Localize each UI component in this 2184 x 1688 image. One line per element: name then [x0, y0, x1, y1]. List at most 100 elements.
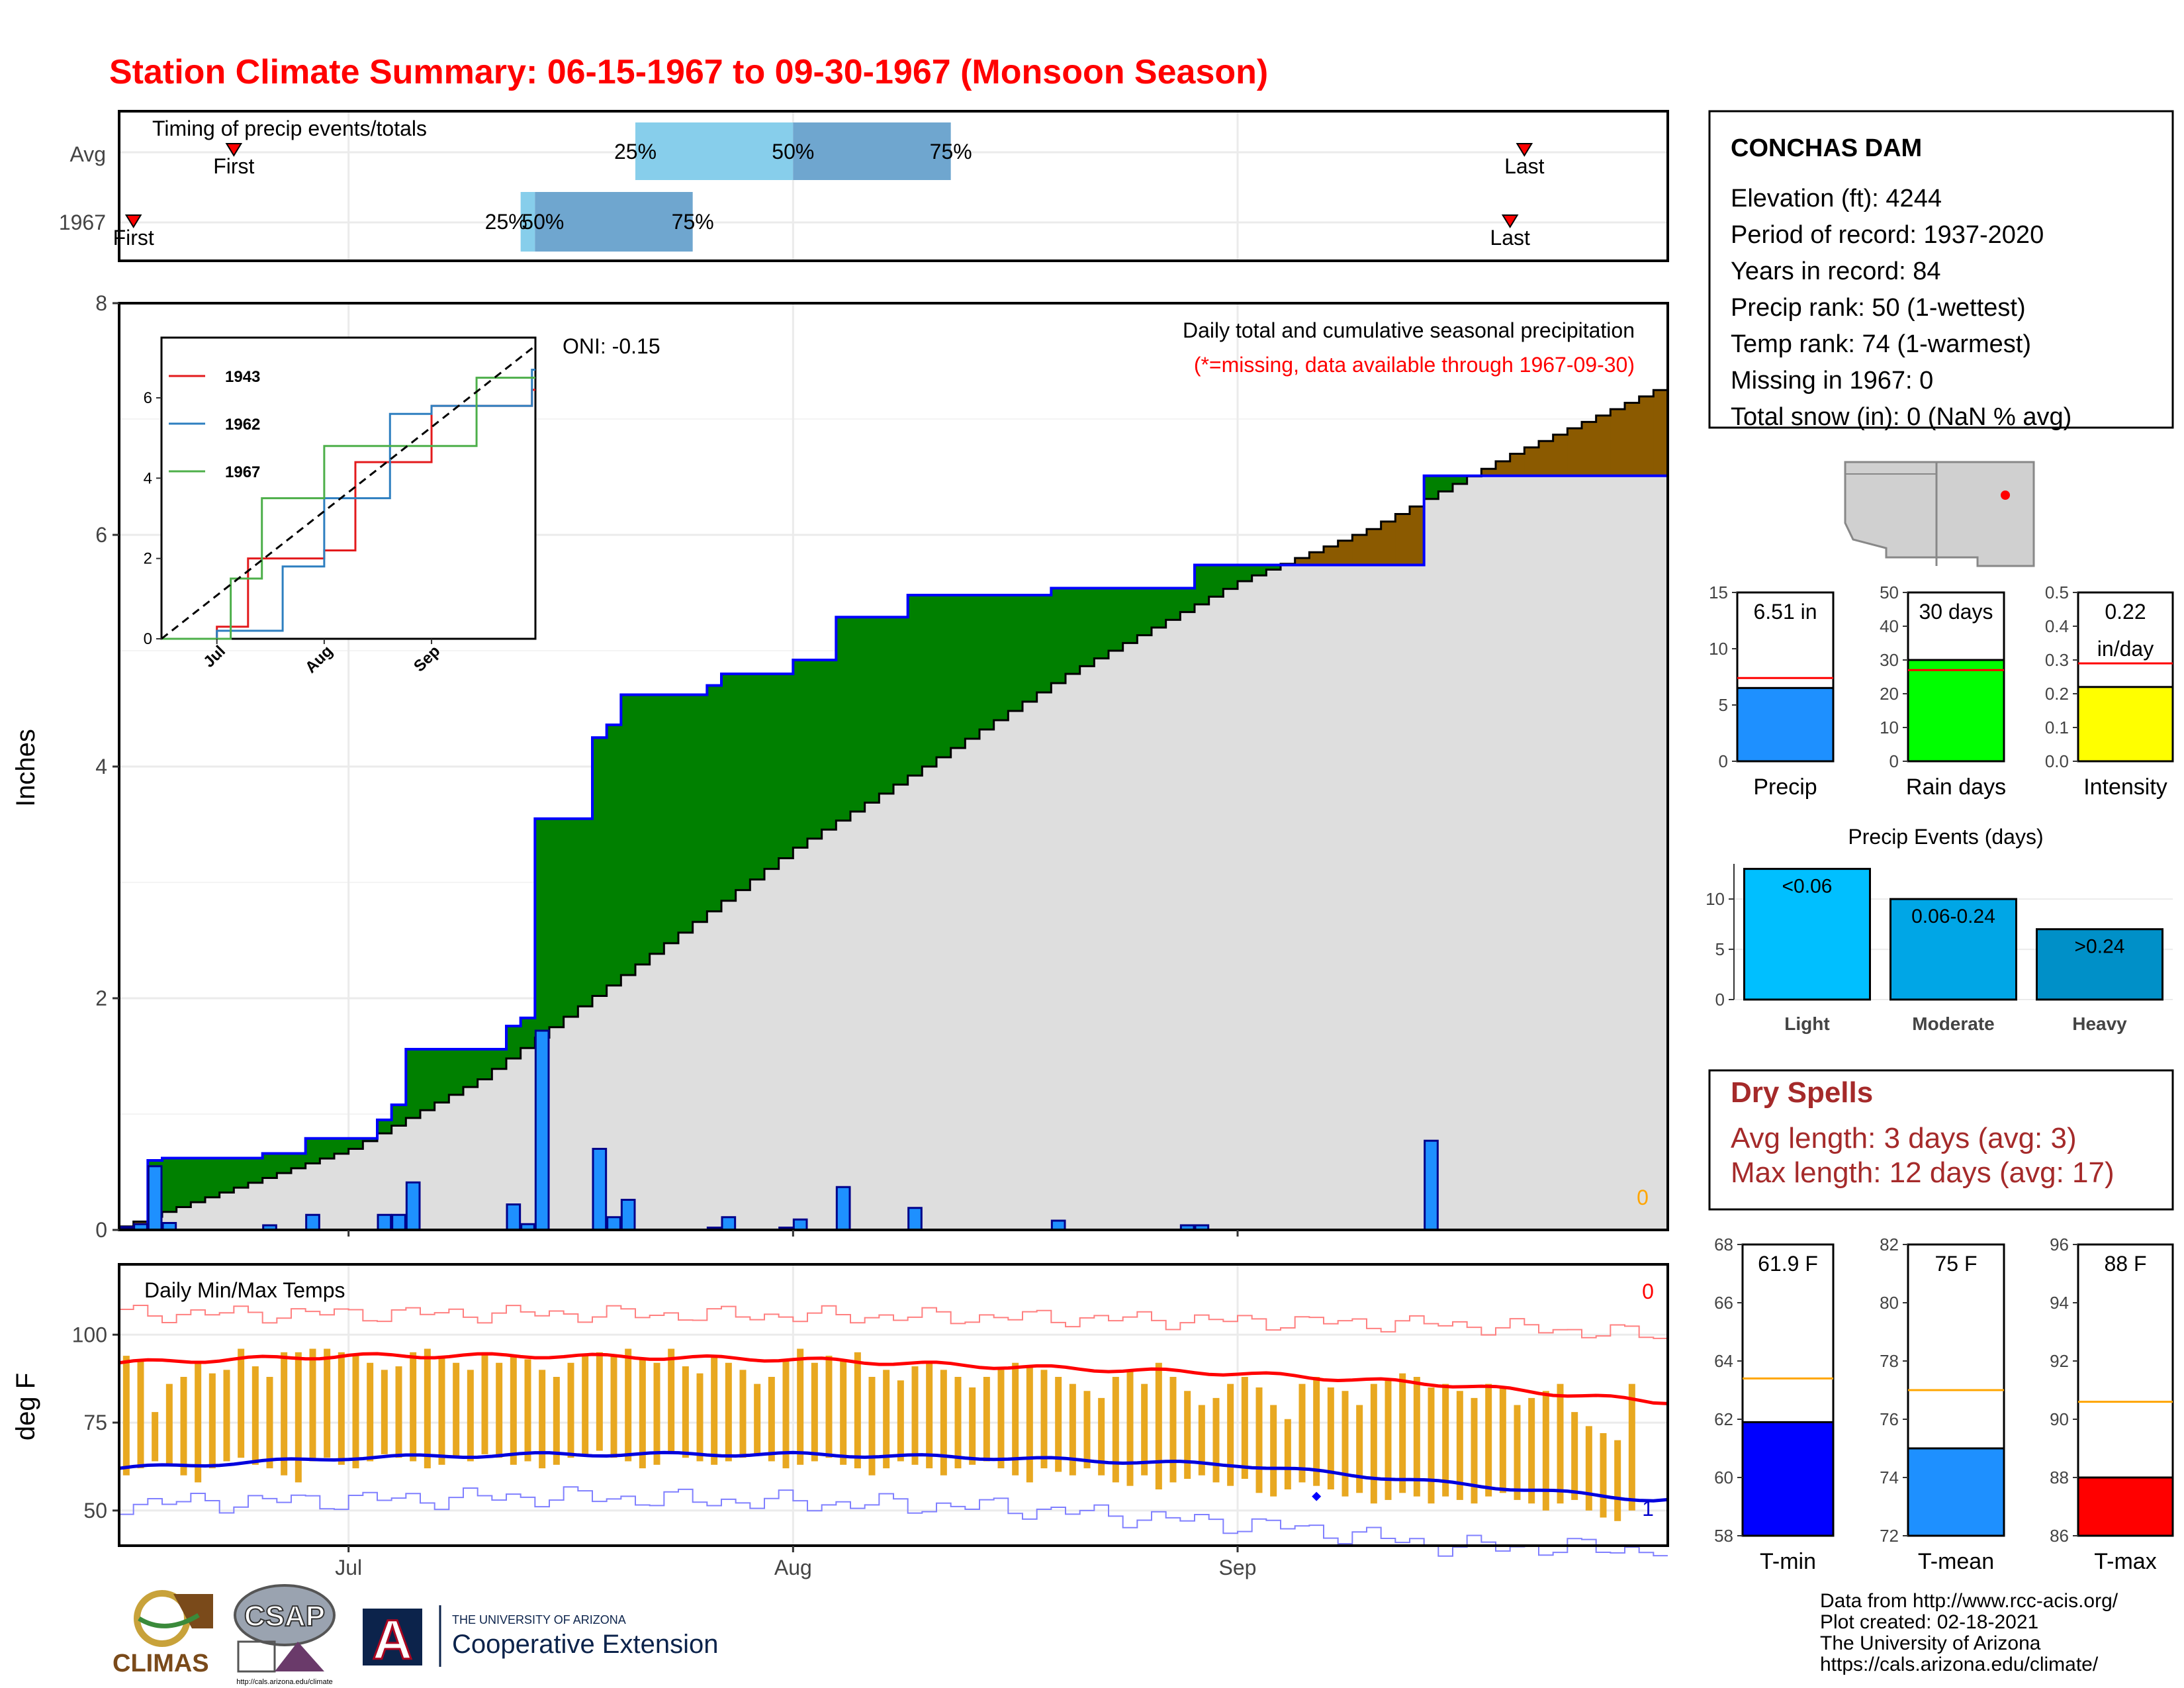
above-average-fill — [1066, 588, 1081, 674]
events-bar — [2036, 928, 2163, 1001]
timing-p25-label: 25% — [485, 210, 527, 234]
daily-temp-bar — [969, 1387, 976, 1465]
daily-temp-bar — [1026, 1366, 1033, 1483]
temp-summary-2-title: T-max — [2094, 1549, 2156, 1574]
daily-temp-bar — [238, 1348, 245, 1458]
daily-temp-bar — [1270, 1405, 1277, 1497]
daily-precip-bar — [792, 1218, 808, 1231]
daily-temp-bar — [122, 1356, 130, 1476]
above-average-fill — [1051, 588, 1066, 683]
temp-summary-1-y-tick-label: 72 — [1880, 1526, 1899, 1546]
inset-legend-label: 1943 — [225, 368, 260, 386]
temp-summary-bars: 58 60 62 64 66 68 61.9 F T-min 72 74 76 78 80 82 75 F T… — [1714, 1235, 2174, 1574]
above-average-fill — [1079, 588, 1095, 667]
dry-spells-max: Max length: 12 days (avg: 17) — [1731, 1156, 2115, 1189]
temp-header: Daily Min/Max Temps — [144, 1278, 345, 1302]
daily-temp-bar — [453, 1362, 460, 1458]
daily-temp-bar — [940, 1370, 947, 1476]
temp-summary-1-bar — [1907, 1447, 2005, 1537]
below-average-fill — [1539, 441, 1554, 476]
above-average-fill — [850, 617, 866, 812]
daily-temp-bar — [1284, 1419, 1291, 1489]
below-average-fill — [1410, 506, 1425, 565]
summary-2-bar — [2077, 686, 2174, 763]
temp-summary-2-y-tick-label: 88 — [2050, 1468, 2069, 1487]
ua-line-2: Cooperative Extension — [452, 1630, 718, 1659]
above-average-fill — [506, 1026, 522, 1058]
above-average-fill — [936, 595, 952, 757]
below-average-fill — [1567, 428, 1582, 476]
station-line-7: Total snow (in): 0 (NaN % avg) — [1731, 403, 2071, 431]
daily-temp-bar — [1083, 1391, 1091, 1469]
daily-temp-bar — [682, 1366, 689, 1458]
daily-precip-bar — [835, 1186, 851, 1231]
timing-bar-50-75 — [793, 122, 951, 180]
daily-temp-bar — [567, 1362, 574, 1458]
daily-temp-bar — [596, 1352, 603, 1451]
above-average-fill — [807, 660, 823, 839]
daily-temp-bar — [1098, 1397, 1105, 1476]
daily-temp-bar — [1126, 1370, 1134, 1486]
temp-summary-2-y-tick-label: 86 — [2050, 1526, 2069, 1546]
temp-summary-2-bar — [2077, 1476, 2174, 1537]
timing-row-year-label: 1967 — [59, 211, 106, 234]
daily-temp-bar — [1471, 1397, 1478, 1504]
above-average-fill — [520, 1017, 535, 1049]
above-average-fill — [277, 1153, 292, 1174]
below-average-fill — [1381, 521, 1396, 565]
daily-temp-bar — [997, 1370, 1005, 1469]
timing-first-marker — [225, 143, 243, 157]
daily-temp-bar — [911, 1366, 919, 1465]
daily-temp-bar — [1327, 1387, 1334, 1489]
above-average-fill — [578, 818, 593, 1007]
above-average-fill — [363, 1138, 378, 1141]
station-name: CONCHAS DAM — [1731, 134, 1922, 162]
above-average-fill — [563, 818, 578, 1017]
precip-header: Daily total and cumulative seasonal prec… — [1183, 318, 1635, 342]
precip-y-tick-label: 6 — [95, 523, 107, 547]
precip-y-tick-label: 2 — [95, 986, 107, 1010]
daily-temp-bar — [295, 1352, 302, 1483]
precip-y-tick-label: 4 — [95, 755, 107, 778]
above-average-fill — [907, 595, 923, 776]
daily-temp-bar — [165, 1383, 173, 1465]
precip-y-tick-label: 0 — [95, 1218, 107, 1242]
daily-precip-bar — [405, 1181, 421, 1231]
daily-temp-bar — [524, 1359, 531, 1462]
timing-p75-label: 75% — [930, 140, 972, 164]
daily-temp-bar — [854, 1352, 861, 1469]
daily-temp-bar — [281, 1352, 288, 1476]
timing-p25-label: 25% — [614, 140, 657, 164]
above-average-fill — [492, 1049, 507, 1069]
x-tick-label: Jul — [335, 1556, 362, 1579]
below-average-fill — [1582, 422, 1597, 476]
inset-series-line — [161, 369, 535, 640]
temp-summary-1-y-tick-label: 82 — [1880, 1235, 1899, 1254]
avg-tmin-line — [118, 1450, 1668, 1503]
daily-temp-bar — [180, 1377, 187, 1476]
x-axis-ticks: Jul Aug Sep — [335, 1230, 1256, 1579]
summary-1-y-tick-label: 40 — [1880, 616, 1899, 636]
timing-last-label: Last — [1490, 226, 1530, 250]
temp-summary-1-y-tick-label: 74 — [1880, 1468, 1899, 1487]
events-category-label: Moderate — [1912, 1013, 1994, 1034]
below-average-fill — [1367, 529, 1382, 565]
above-average-fill — [1152, 588, 1167, 628]
events-category-label: Light — [1784, 1013, 1829, 1034]
above-average-fill — [291, 1153, 306, 1168]
summary-0-y-tick-label: 15 — [1709, 583, 1728, 602]
above-average-fill — [1094, 588, 1109, 659]
above-average-fill — [1453, 475, 1468, 484]
daily-precip-bar — [1424, 1139, 1439, 1231]
below-average-fill — [1653, 390, 1668, 476]
temp-summary-2-y-tick-label: 90 — [2050, 1409, 2069, 1429]
below-average-fill — [1639, 396, 1654, 476]
daily-temp-bar — [481, 1352, 488, 1454]
above-average-fill — [678, 694, 694, 933]
above-average-fill — [1036, 595, 1052, 692]
footer: Data from http://www.rcc-acis.org/ Plot … — [1820, 1590, 2118, 1675]
footer-line-4: https://cals.arizona.edu/climate/ — [1820, 1654, 2099, 1675]
above-average-fill — [1223, 565, 1238, 589]
summary-1-y-tick-label: 20 — [1880, 684, 1899, 704]
